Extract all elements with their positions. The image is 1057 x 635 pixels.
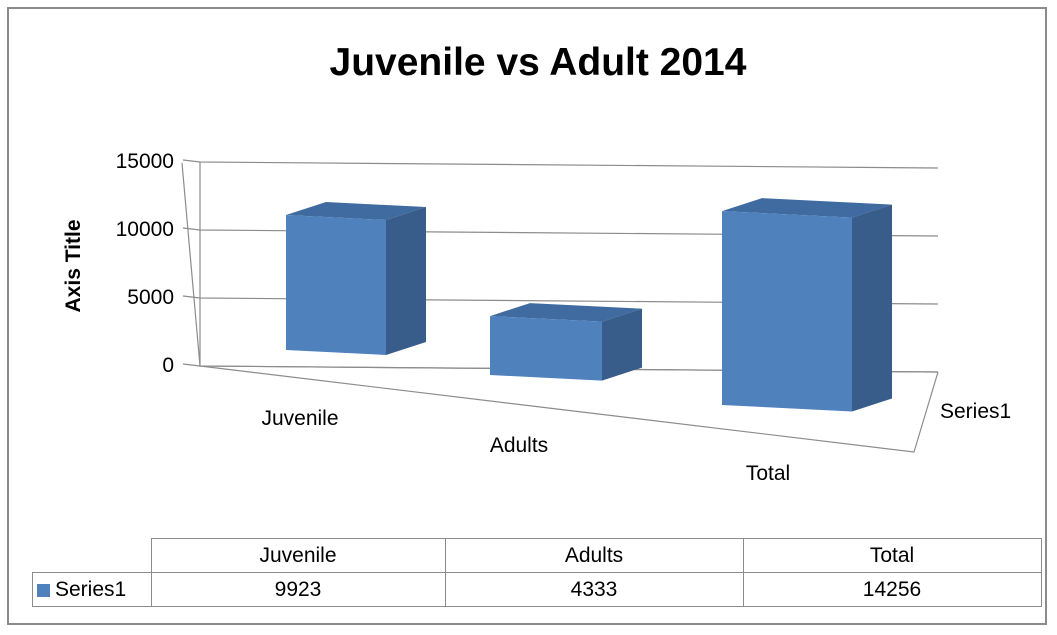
y-tick-labels: 0 5000 10000 15000 (116, 150, 174, 377)
gridline (182, 227, 939, 237)
x-tick-label: Juvenile (261, 407, 338, 430)
data-table-header-cell: Juvenile (150, 538, 446, 573)
bar-front (286, 215, 386, 355)
bars (286, 198, 892, 412)
data-table-value-cell: 9923 (150, 572, 446, 607)
data-table-row: Series1 9923 4333 14256 (32, 572, 1042, 607)
gridlines (182, 159, 939, 373)
y-axis-title: Axis Title (62, 220, 85, 313)
gridline (182, 295, 939, 305)
x-tick-label: Total (746, 462, 790, 485)
gridline (182, 363, 939, 373)
legend-key-icon (37, 583, 50, 597)
x-tick-labels: Juvenile Adults Total (261, 407, 790, 485)
y-tick-label: 10000 (116, 218, 174, 241)
bar-side (602, 308, 642, 381)
series-depth-label: Series1 (940, 400, 1011, 423)
data-table: Juvenile Adults Total Series1 9923 4333 … (32, 538, 1042, 607)
bar-side (852, 204, 892, 412)
bar (722, 198, 892, 412)
y-tick-label: 15000 (116, 150, 174, 173)
chart-title: Juvenile vs Adult 2014 (330, 41, 747, 84)
gridline (182, 159, 939, 169)
bar (286, 202, 426, 355)
series-name: Series1 (55, 577, 127, 601)
y-tick-label: 5000 (127, 286, 174, 309)
bar-top (286, 202, 426, 221)
x-tick-label: Adults (490, 434, 548, 457)
bar (490, 303, 642, 381)
bar-top (722, 198, 892, 218)
data-table-header-row: Juvenile Adults Total (32, 538, 1042, 573)
bar-front (722, 211, 852, 412)
y-tick-label: 0 (162, 354, 174, 377)
bar-top (490, 303, 642, 322)
data-table-corner (32, 538, 152, 573)
bar-front (490, 316, 602, 381)
left-wall-edge (181, 162, 201, 367)
bar-side (386, 207, 426, 355)
data-table-header-cell: Adults (444, 538, 744, 573)
data-table-row-header: Series1 (32, 572, 152, 607)
data-table-header-cell: Total (742, 538, 1042, 573)
floor-edges (199, 365, 939, 453)
data-table-value-cell: 4333 (444, 572, 744, 607)
data-table-value-cell: 14256 (742, 572, 1042, 607)
